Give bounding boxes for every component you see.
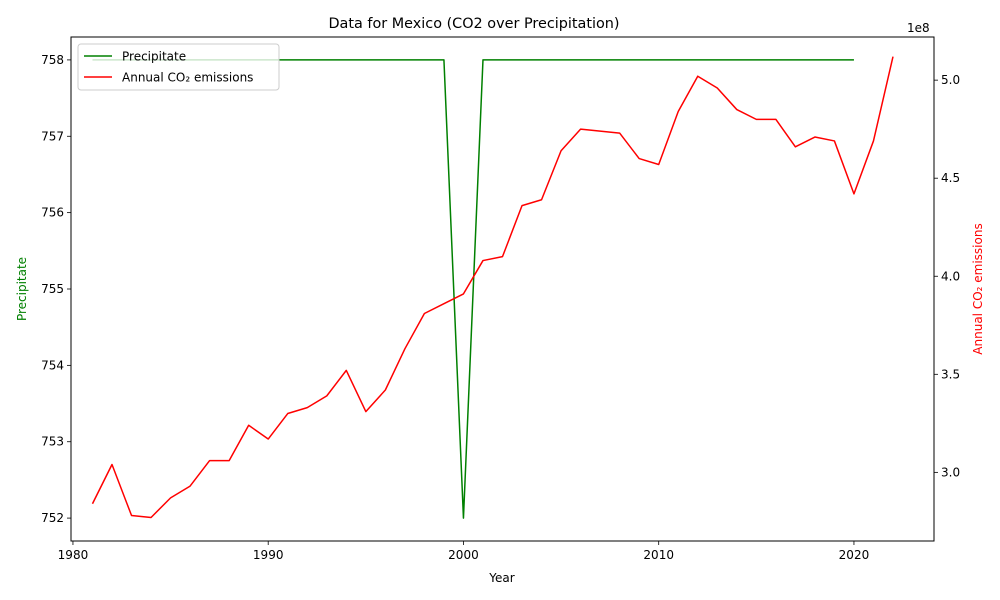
y-left-tick-label: 755 bbox=[41, 282, 64, 296]
x-tick-label: 1980 bbox=[58, 548, 89, 562]
y-left-tick-label: 756 bbox=[41, 206, 64, 220]
y-axis-right: 3.0 3.5 4.0 4.5 5.0 bbox=[934, 73, 960, 479]
x-tick-label: 2010 bbox=[643, 548, 674, 562]
legend-label: Annual CO₂ emissions bbox=[122, 71, 253, 85]
legend-label: Precipitate bbox=[122, 50, 186, 64]
y-left-tick-label: 753 bbox=[41, 435, 64, 449]
x-tick-label: 2020 bbox=[839, 548, 870, 562]
y-left-tick-label: 758 bbox=[41, 53, 64, 67]
y-right-tick-label: 3.0 bbox=[941, 465, 960, 479]
y-left-tick-label: 754 bbox=[41, 358, 64, 372]
y-left-tick-label: 752 bbox=[41, 511, 64, 525]
y-axis-left: 752 753 754 755 756 757 758 bbox=[41, 53, 71, 525]
y-left-tick-label: 757 bbox=[41, 129, 64, 143]
precipitate-line bbox=[92, 59, 854, 519]
y-right-tick-label: 4.5 bbox=[941, 171, 960, 185]
x-axis: 1980 1990 2000 2010 2020 bbox=[58, 541, 870, 562]
legend: Precipitate Annual CO₂ emissions bbox=[77, 43, 280, 91]
y-axis-right-multiplier: 1e8 bbox=[907, 21, 930, 35]
y-axis-left-label: Precipitate bbox=[15, 257, 29, 321]
y-axis-right-label: Annual CO₂ emissions bbox=[971, 223, 985, 354]
x-axis-label: Year bbox=[488, 571, 514, 585]
x-tick-label: 2000 bbox=[448, 548, 479, 562]
chart-title: Data for Mexico (CO2 over Precipitation) bbox=[328, 16, 619, 32]
co2-emissions-line bbox=[91, 56, 894, 519]
legend-box bbox=[77, 43, 280, 91]
y-right-tick-label: 3.5 bbox=[941, 367, 960, 381]
y-right-tick-label: 5.0 bbox=[941, 73, 960, 87]
y-right-tick-label: 4.0 bbox=[941, 269, 960, 283]
plot-frame bbox=[70, 36, 935, 542]
x-tick-label: 1990 bbox=[253, 548, 284, 562]
series-layer bbox=[91, 56, 894, 519]
